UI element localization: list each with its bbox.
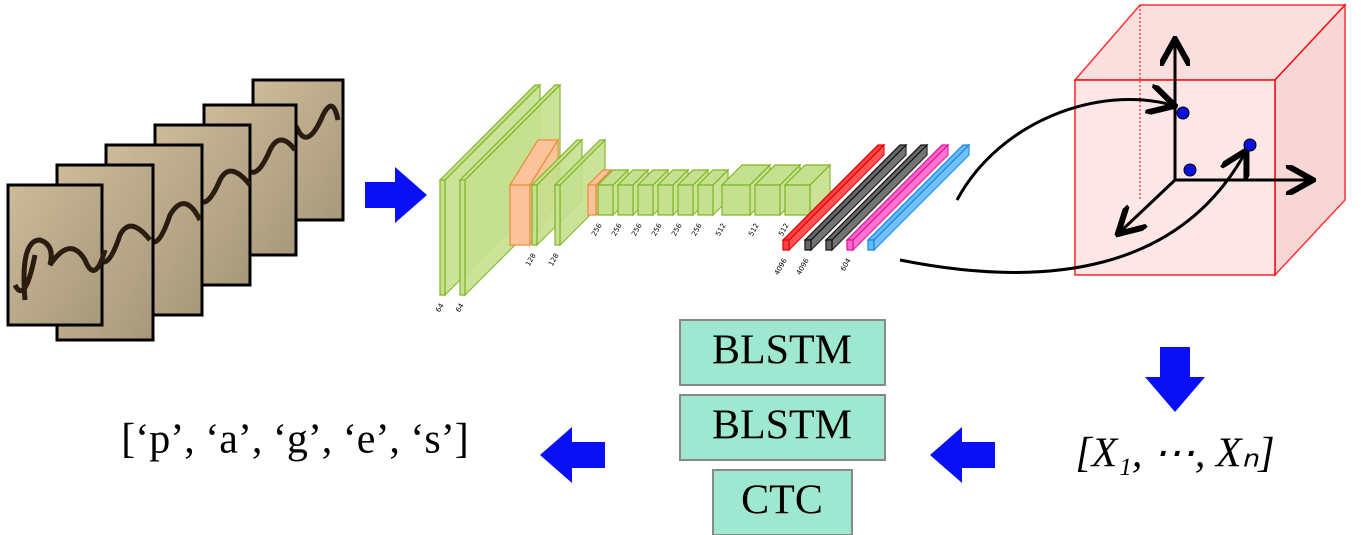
box-label: CTC: [741, 478, 823, 524]
layer-front: [805, 240, 811, 250]
layer-label: 64: [454, 302, 466, 314]
layer-front: [588, 185, 596, 215]
layer-front: [847, 240, 853, 250]
layer-front: [658, 185, 673, 215]
layer-front: [532, 185, 537, 245]
layer-front: [555, 185, 560, 245]
layer-front: [785, 185, 810, 215]
layer-label: 604: [839, 257, 853, 273]
embedding-sequence: [X₁, ⋯, Xₙ]: [1075, 431, 1274, 477]
layer-label: 256: [670, 222, 684, 238]
layer-label: 64: [434, 302, 446, 314]
layer-front: [826, 240, 832, 250]
box-label: BLSTM: [712, 403, 852, 449]
layer-front: [460, 180, 465, 295]
embedding-space: [900, 5, 1345, 275]
layer-label: 256: [590, 222, 604, 238]
layer-label: 256: [630, 222, 644, 238]
layer-label: 128: [547, 252, 561, 268]
layer-label: 256: [690, 222, 704, 238]
layer-label: 4096: [795, 257, 811, 277]
layer-label: 256: [610, 222, 624, 238]
layer-front: [638, 185, 653, 215]
word-images: [8, 80, 343, 340]
layer-label: 128: [524, 252, 538, 268]
layer-front: [783, 240, 789, 250]
layer-label: 4096: [773, 257, 789, 277]
layer-label: 512: [714, 222, 728, 238]
layer-front: [618, 185, 633, 215]
layer-front: [868, 240, 874, 250]
layer-label: 512: [747, 222, 761, 238]
layer-front: [510, 185, 530, 245]
layer-front: [678, 185, 693, 215]
layer-front: [755, 185, 780, 215]
layer-front: [722, 185, 750, 215]
layer-label: 256: [650, 222, 664, 238]
layer-front: [698, 185, 713, 215]
box-label: BLSTM: [712, 328, 852, 374]
figure: 6464128128256256256256256256512512512409…: [0, 0, 1361, 535]
output-text: [‘p’, ‘a’, ‘g’, ‘e’, ‘s’]: [121, 417, 468, 463]
layer-front: [440, 180, 445, 295]
layer-front: [598, 185, 613, 215]
